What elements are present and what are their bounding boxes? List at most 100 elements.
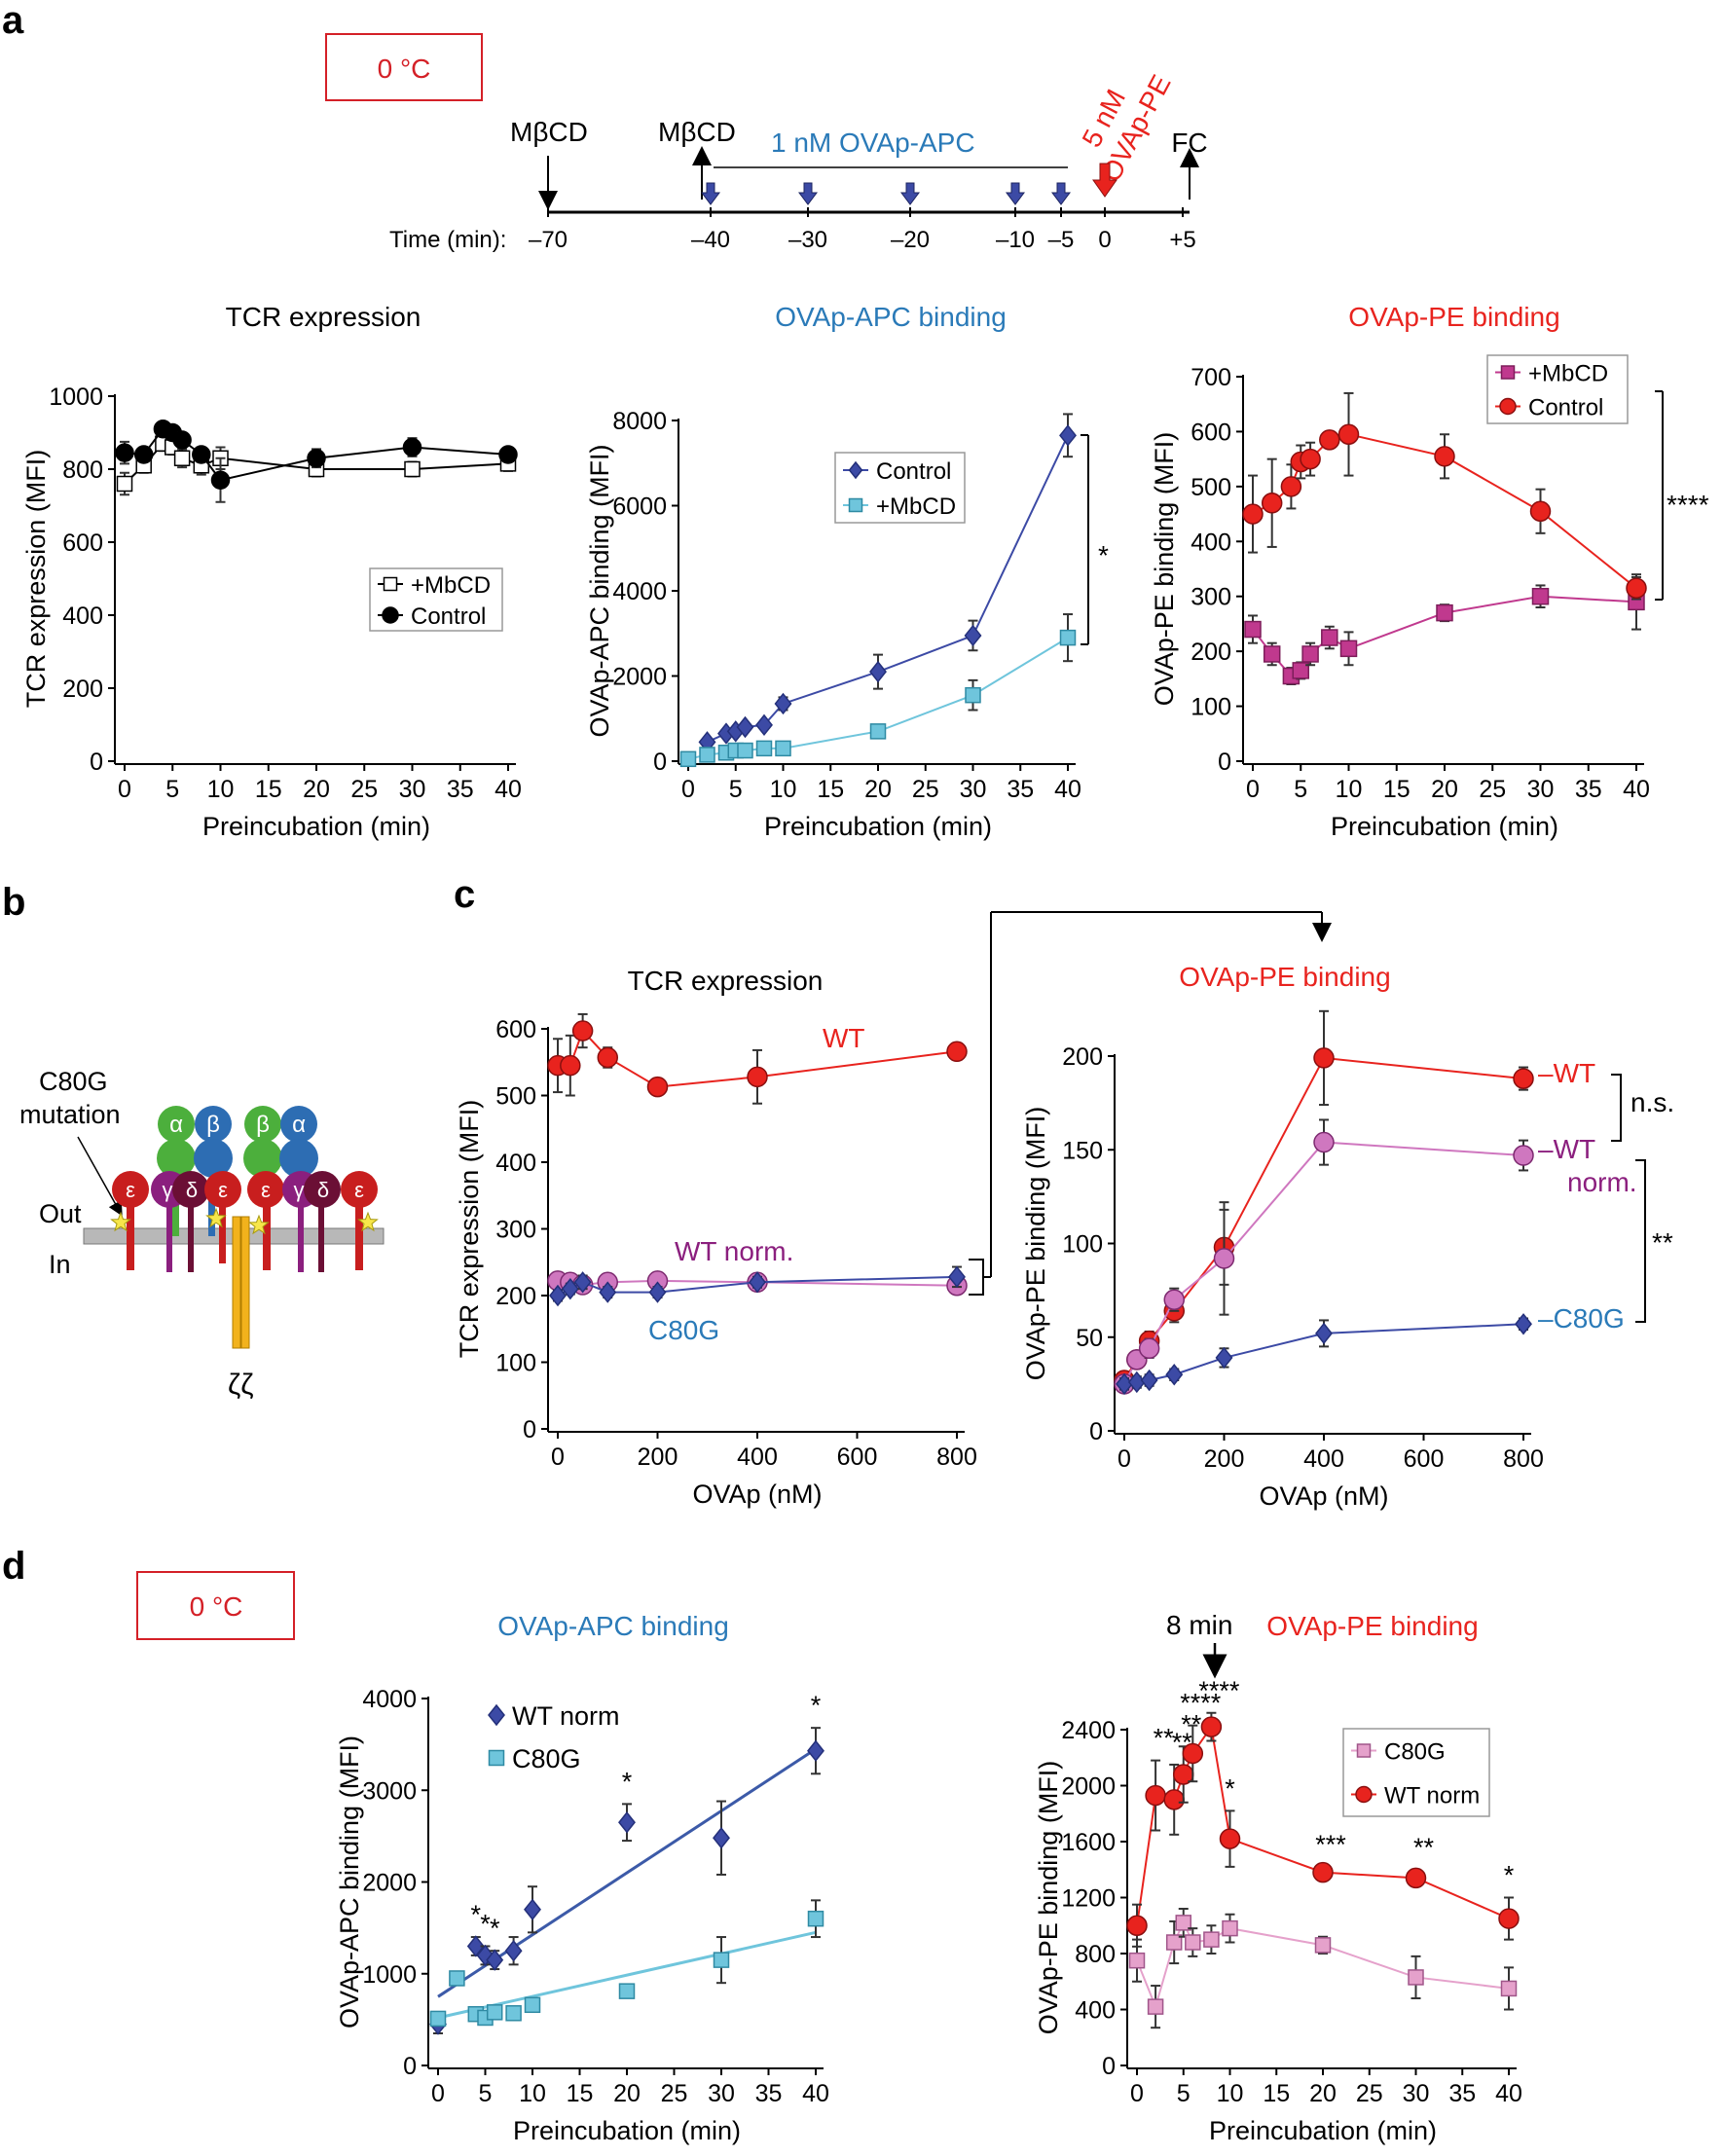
series-wt xyxy=(547,1012,968,1105)
y-axis-label: OVAp-PE binding (MFI) xyxy=(1021,1107,1050,1381)
apc-addition-arrow xyxy=(1051,182,1071,205)
data-point xyxy=(560,1054,581,1077)
y-tick-label: 1200 xyxy=(1061,1885,1116,1913)
data-point xyxy=(404,460,421,478)
data-point xyxy=(1261,493,1283,514)
y-tick-label: 0 xyxy=(1102,2053,1116,2080)
chart-d-ovap-pe-binding: OVAp-PE binding 0 400 800 1200 1600 2000 2400 0 5… xyxy=(1034,1611,1522,2145)
mutation-star-icon xyxy=(248,1214,270,1235)
gamma-letter: γ xyxy=(163,1178,173,1202)
panel-label-a: a xyxy=(2,0,24,42)
series--mbcd xyxy=(1244,573,1645,685)
delta-letter: δ xyxy=(186,1178,198,1202)
x-tick-label: 30 xyxy=(399,776,426,803)
data-point xyxy=(755,740,773,757)
epsilon-stalk xyxy=(219,1197,226,1263)
y-tick-label: 600 xyxy=(1191,419,1231,446)
x-tick-label: 10 xyxy=(1217,2080,1244,2107)
pe-addition-arrow xyxy=(1092,163,1117,198)
data-point xyxy=(1531,587,1550,605)
series-c80g xyxy=(1116,1313,1532,1396)
chart-a-ovap-apc-binding: OVAp-APC binding 0 2000 4000 6000 8000 0 5 10 15 2… xyxy=(585,302,1081,841)
legend-label: +MbCD xyxy=(1528,361,1608,387)
x-axis-label: Preincubation (min) xyxy=(1209,2116,1437,2145)
x-tick-label: 5 xyxy=(729,776,743,803)
y-tick-label: 0 xyxy=(653,749,667,776)
significance-label: ** xyxy=(1172,1728,1193,1757)
legend-marker xyxy=(1499,397,1517,416)
x-tick-label: 20 xyxy=(1309,2080,1337,2107)
significance-label: * xyxy=(490,1914,500,1943)
c2-wt-norm-label: –WT xyxy=(1538,1134,1595,1164)
y-tick-label: 6000 xyxy=(612,493,667,521)
significance-label: ** xyxy=(1181,1709,1202,1738)
y-tick-label: 200 xyxy=(1191,639,1231,666)
y-tick-label: 200 xyxy=(495,1283,536,1310)
chart-title: TCR expression xyxy=(628,966,824,996)
apc-addition-arrow xyxy=(1006,182,1025,205)
legend-label: +MbCD xyxy=(411,572,491,599)
apc-addition-arrow xyxy=(798,182,818,205)
significance-label: * xyxy=(1504,1861,1515,1890)
y-tick-label: 800 xyxy=(62,457,103,484)
epsilon-stalk xyxy=(263,1197,271,1270)
c2-wt-label: –WT xyxy=(1538,1058,1595,1088)
significance-label: ** xyxy=(1413,1833,1435,1862)
fc-label: FC xyxy=(1171,128,1207,158)
data-point xyxy=(573,1271,592,1294)
time-tick-label: –5 xyxy=(1048,227,1075,253)
data-point xyxy=(807,1910,824,1927)
x-tick-label: 15 xyxy=(817,776,844,803)
time-tick-label: 0 xyxy=(1098,227,1111,253)
chart-d-ovap-apc-binding: OVAp-APC binding 0 1000 2000 3000 4000 0 5 10 15 2… xyxy=(335,1611,829,2145)
data-point xyxy=(549,1284,567,1307)
x-tick-label: 20 xyxy=(303,776,330,803)
data-point xyxy=(646,1076,669,1098)
data-point xyxy=(486,2004,503,2021)
legend-label: +MbCD xyxy=(876,493,956,520)
fit-line xyxy=(437,1930,817,2020)
data-point xyxy=(964,624,982,647)
panel-label-b: b xyxy=(2,881,25,924)
x-tick-label: 400 xyxy=(1303,1445,1344,1473)
y-tick-label: 50 xyxy=(1076,1325,1103,1352)
data-point xyxy=(1140,1369,1158,1392)
mutation-star-icon xyxy=(357,1211,379,1232)
c2-wt-norm-label-2: norm. xyxy=(1567,1167,1637,1197)
y-tick-label: 0 xyxy=(403,2053,417,2080)
data-point xyxy=(1163,1289,1185,1310)
y-tick-label: 0 xyxy=(1218,749,1231,776)
data-point xyxy=(1314,1937,1332,1954)
x-tick-label: 200 xyxy=(1204,1445,1245,1473)
data-point xyxy=(965,686,981,704)
data-point xyxy=(524,1996,541,2014)
y-tick-label: 300 xyxy=(495,1217,536,1244)
y-tick-label: 2000 xyxy=(612,664,667,691)
epsilon-letter: ε xyxy=(354,1178,364,1202)
x-tick-label: 30 xyxy=(960,776,987,803)
data-point xyxy=(1215,1346,1233,1370)
beta-domain xyxy=(243,1139,282,1178)
data-point xyxy=(869,660,887,683)
data-point xyxy=(599,1281,617,1303)
y-tick-label: 2000 xyxy=(1061,1773,1116,1801)
legend-marker xyxy=(1500,365,1516,380)
data-point xyxy=(1498,1908,1520,1929)
data-point xyxy=(1165,1934,1183,1951)
data-point xyxy=(948,1265,966,1289)
y-tick-label: 500 xyxy=(1191,474,1231,501)
series-wt-norm xyxy=(1126,1711,1520,1948)
time-tick-label: –30 xyxy=(788,227,827,253)
significance-label: **** xyxy=(1198,1676,1240,1705)
epsilon-letter: ε xyxy=(218,1178,228,1202)
epsilon-domain xyxy=(247,1171,284,1208)
legend-label: Control xyxy=(876,458,951,485)
x-tick-label: 30 xyxy=(1527,776,1555,803)
y-tick-label: 1000 xyxy=(362,1961,417,1989)
y-tick-label: 0 xyxy=(523,1416,536,1443)
a2-significance: * xyxy=(1081,434,1109,645)
x-axis-label: Preincubation (min) xyxy=(202,812,430,841)
epsilon-domain xyxy=(112,1171,149,1208)
data-point xyxy=(486,1949,504,1971)
data-point xyxy=(1263,645,1281,663)
